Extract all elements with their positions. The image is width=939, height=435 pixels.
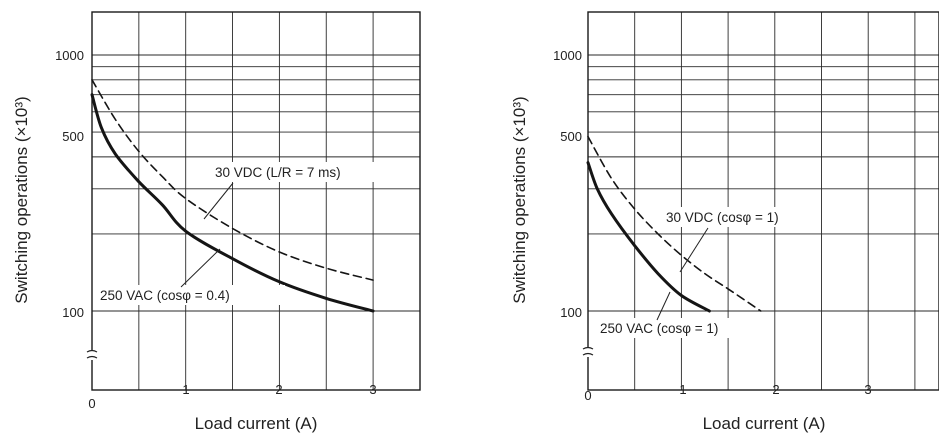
plot-frame [91,11,421,391]
series-line-dashed [587,135,762,312]
y-tick-label: 500 [62,129,84,144]
series [586,135,762,313]
x-tick-label: 1 [182,382,189,397]
x-tick-label: 1 [679,382,686,397]
x-axis-title: Load current (A) [195,414,318,433]
chart-left: 1000 500 100 0 1 2 3 30 VDC (L/R = 7 ms)… [12,11,421,433]
annotation-30vdc-label: 30 VDC (L/R = 7 ms) [215,165,341,180]
y-tick-label: 100 [560,305,582,320]
x-tick-label: 0 [88,396,95,411]
x-tick-label: 3 [369,382,376,397]
x-tick-label: 3 [864,382,871,397]
plot-frame [587,11,939,391]
x-tick-label: 0 [584,388,591,403]
annotation-30vdc-leader [203,182,234,220]
y-tick-label: 1000 [553,48,582,63]
y-tick-label: 1000 [55,48,84,63]
y-axis-title: Switching operations (×10³) [12,96,31,303]
chart-right: 1000 500 100 0 1 2 3 30 VDC (cosφ = 1) 2… [510,11,939,433]
annotation-250vac-leader [656,291,671,321]
y-tick-label: 500 [560,129,582,144]
grid [92,12,420,390]
annotation-250vac-leader [180,248,221,288]
x-axis-title: Load current (A) [703,414,826,433]
series [90,79,375,313]
y-axis-title: Switching operations (×10³) [510,96,529,303]
annotation-30vdc-label: 30 VDC (cosφ = 1) [666,210,779,225]
annotation-250vac-label: 250 VAC (cosφ = 1) [600,321,718,336]
axis-break-symbol [582,346,594,357]
series-line-solid [90,93,375,313]
annotation-30vdc-leader [679,227,709,273]
x-tick-label: 2 [275,382,282,397]
grid [588,12,939,390]
axis-break-symbol [86,349,98,360]
annotation-250vac-label: 250 VAC (cosφ = 0.4) [100,288,230,303]
y-tick-label: 100 [62,305,84,320]
series-line-solid [586,161,711,313]
x-tick-label: 2 [772,382,779,397]
series-line-dashed [91,79,374,281]
